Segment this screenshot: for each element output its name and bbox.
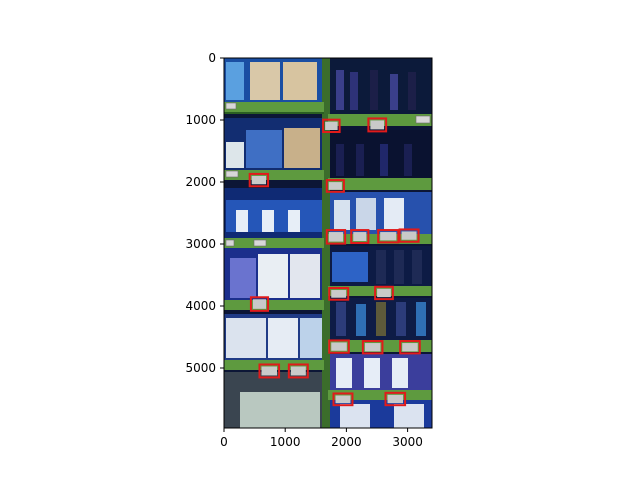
detection-box bbox=[350, 229, 370, 245]
price-tag bbox=[325, 121, 338, 130]
price-tag bbox=[328, 182, 342, 190]
y-tick-label: 1000 bbox=[185, 113, 216, 127]
x-tick-label: 3000 bbox=[392, 435, 423, 449]
y-tick-label: 3000 bbox=[185, 237, 216, 251]
shelf-image bbox=[224, 58, 432, 428]
y-axis: 0 1000 2000 3000 4000 5000 bbox=[185, 51, 224, 375]
detection-box bbox=[258, 363, 281, 379]
detection-box bbox=[332, 392, 354, 407]
price-tag bbox=[380, 232, 397, 241]
price-tag bbox=[401, 231, 417, 240]
detection-box bbox=[374, 285, 394, 301]
x-tick-label: 0 bbox=[220, 435, 228, 449]
price-tag bbox=[261, 366, 278, 376]
price-tag bbox=[370, 120, 385, 130]
y-tick-label: 2000 bbox=[185, 175, 216, 189]
price-tag bbox=[251, 175, 267, 185]
price-tag bbox=[335, 395, 351, 404]
price-tag bbox=[290, 366, 306, 376]
price-tag bbox=[252, 299, 267, 309]
price-tag bbox=[328, 232, 344, 242]
detection-box bbox=[325, 179, 345, 193]
price-tag bbox=[377, 288, 391, 298]
detection-boxes bbox=[248, 117, 421, 407]
detection-box bbox=[377, 229, 400, 244]
y-tick-label: 4000 bbox=[185, 299, 216, 313]
y-tick-label: 0 bbox=[208, 51, 216, 65]
detection-box bbox=[328, 339, 350, 354]
y-tick-label: 5000 bbox=[185, 361, 216, 375]
price-tag bbox=[387, 394, 404, 404]
detection-box bbox=[287, 363, 309, 379]
detection-box bbox=[367, 117, 388, 133]
x-tick-label: 2000 bbox=[331, 435, 362, 449]
price-tag bbox=[331, 342, 347, 351]
detection-box bbox=[384, 391, 407, 407]
detection-box bbox=[325, 229, 347, 245]
price-tag bbox=[353, 232, 367, 241]
x-tick-label: 1000 bbox=[270, 435, 301, 449]
detection-box bbox=[249, 296, 270, 312]
price-tag bbox=[331, 290, 347, 298]
x-axis: 0 1000 2000 3000 bbox=[220, 428, 423, 449]
axes-frame bbox=[223, 57, 433, 429]
detection-box bbox=[328, 287, 350, 301]
detection-box bbox=[361, 340, 384, 355]
price-tag bbox=[364, 343, 381, 352]
detection-box bbox=[399, 340, 421, 355]
detection-box bbox=[248, 172, 270, 188]
price-tag bbox=[402, 343, 418, 352]
detection-box bbox=[322, 118, 341, 133]
detection-box bbox=[398, 228, 420, 243]
